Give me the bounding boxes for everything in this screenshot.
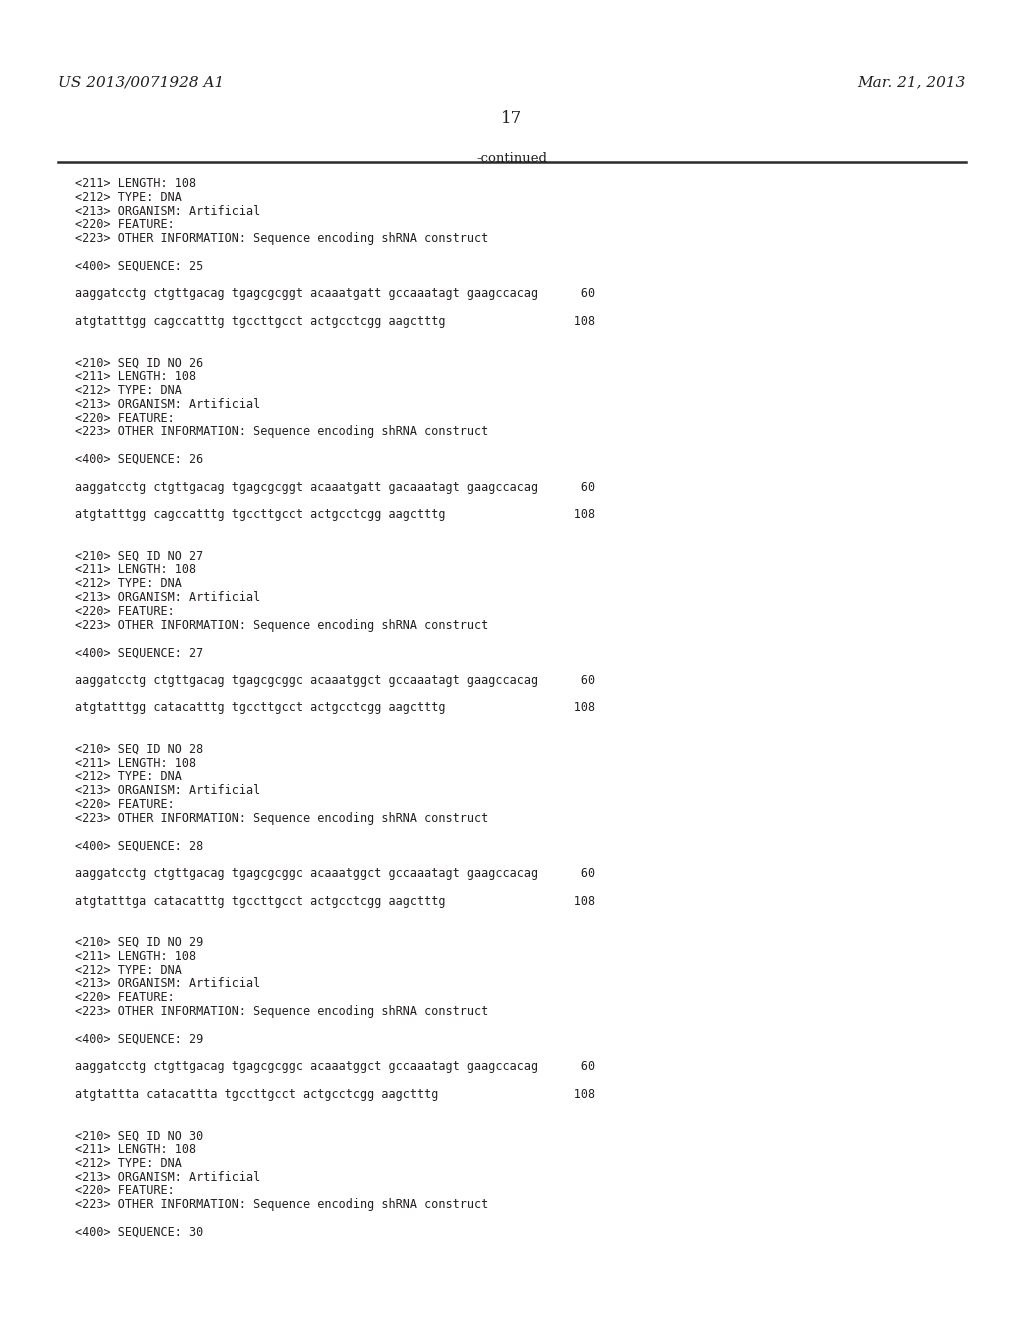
Text: <212> TYPE: DNA: <212> TYPE: DNA bbox=[75, 384, 182, 397]
Text: Mar. 21, 2013: Mar. 21, 2013 bbox=[858, 75, 966, 88]
Text: aaggatcctg ctgttgacag tgagcgcggc acaaatggct gccaaatagt gaagccacag      60: aaggatcctg ctgttgacag tgagcgcggc acaaatg… bbox=[75, 867, 595, 880]
Text: atgtatttgg cagccatttg tgccttgcct actgcctcgg aagctttg                  108: atgtatttgg cagccatttg tgccttgcct actgcct… bbox=[75, 315, 595, 327]
Text: aaggatcctg ctgttgacag tgagcgcggt acaaatgatt gacaaatagt gaagccacag      60: aaggatcctg ctgttgacag tgagcgcggt acaaatg… bbox=[75, 480, 595, 494]
Text: <211> LENGTH: 108: <211> LENGTH: 108 bbox=[75, 1143, 197, 1156]
Text: <212> TYPE: DNA: <212> TYPE: DNA bbox=[75, 577, 182, 590]
Text: <210> SEQ ID NO 29: <210> SEQ ID NO 29 bbox=[75, 936, 203, 949]
Text: atgtatttga catacatttg tgccttgcct actgcctcgg aagctttg                  108: atgtatttga catacatttg tgccttgcct actgcct… bbox=[75, 895, 595, 908]
Text: <220> FEATURE:: <220> FEATURE: bbox=[75, 218, 175, 231]
Text: <210> SEQ ID NO 27: <210> SEQ ID NO 27 bbox=[75, 549, 203, 562]
Text: 17: 17 bbox=[502, 110, 522, 127]
Text: <211> LENGTH: 108: <211> LENGTH: 108 bbox=[75, 177, 197, 190]
Text: aaggatcctg ctgttgacag tgagcgcggc acaaatggct gccaaatagt gaagccacag      60: aaggatcctg ctgttgacag tgagcgcggc acaaatg… bbox=[75, 673, 595, 686]
Text: -continued: -continued bbox=[476, 152, 548, 165]
Text: atgtatttgg catacatttg tgccttgcct actgcctcgg aagctttg                  108: atgtatttgg catacatttg tgccttgcct actgcct… bbox=[75, 701, 595, 714]
Text: <213> ORGANISM: Artificial: <213> ORGANISM: Artificial bbox=[75, 205, 260, 218]
Text: <210> SEQ ID NO 28: <210> SEQ ID NO 28 bbox=[75, 743, 203, 756]
Text: <220> FEATURE:: <220> FEATURE: bbox=[75, 605, 175, 618]
Text: <400> SEQUENCE: 28: <400> SEQUENCE: 28 bbox=[75, 840, 203, 853]
Text: <400> SEQUENCE: 25: <400> SEQUENCE: 25 bbox=[75, 260, 203, 273]
Text: <213> ORGANISM: Artificial: <213> ORGANISM: Artificial bbox=[75, 591, 260, 605]
Text: <210> SEQ ID NO 30: <210> SEQ ID NO 30 bbox=[75, 1129, 203, 1142]
Text: <220> FEATURE:: <220> FEATURE: bbox=[75, 799, 175, 810]
Text: <223> OTHER INFORMATION: Sequence encoding shRNA construct: <223> OTHER INFORMATION: Sequence encodi… bbox=[75, 425, 488, 438]
Text: <220> FEATURE:: <220> FEATURE: bbox=[75, 412, 175, 425]
Text: <213> ORGANISM: Artificial: <213> ORGANISM: Artificial bbox=[75, 1171, 260, 1184]
Text: <400> SEQUENCE: 29: <400> SEQUENCE: 29 bbox=[75, 1032, 203, 1045]
Text: atgtatttgg cagccatttg tgccttgcct actgcctcgg aagctttg                  108: atgtatttgg cagccatttg tgccttgcct actgcct… bbox=[75, 508, 595, 521]
Text: <213> ORGANISM: Artificial: <213> ORGANISM: Artificial bbox=[75, 397, 260, 411]
Text: <400> SEQUENCE: 26: <400> SEQUENCE: 26 bbox=[75, 453, 203, 466]
Text: <212> TYPE: DNA: <212> TYPE: DNA bbox=[75, 964, 182, 977]
Text: <211> LENGTH: 108: <211> LENGTH: 108 bbox=[75, 756, 197, 770]
Text: aaggatcctg ctgttgacag tgagcgcggt acaaatgatt gccaaatagt gaagccacag      60: aaggatcctg ctgttgacag tgagcgcggt acaaatg… bbox=[75, 288, 595, 301]
Text: <400> SEQUENCE: 27: <400> SEQUENCE: 27 bbox=[75, 647, 203, 659]
Text: <223> OTHER INFORMATION: Sequence encoding shRNA construct: <223> OTHER INFORMATION: Sequence encodi… bbox=[75, 619, 488, 631]
Text: <211> LENGTH: 108: <211> LENGTH: 108 bbox=[75, 950, 197, 962]
Text: <223> OTHER INFORMATION: Sequence encoding shRNA construct: <223> OTHER INFORMATION: Sequence encodi… bbox=[75, 1005, 488, 1018]
Text: <223> OTHER INFORMATION: Sequence encoding shRNA construct: <223> OTHER INFORMATION: Sequence encodi… bbox=[75, 232, 488, 246]
Text: <212> TYPE: DNA: <212> TYPE: DNA bbox=[75, 191, 182, 203]
Text: <220> FEATURE:: <220> FEATURE: bbox=[75, 1184, 175, 1197]
Text: <212> TYPE: DNA: <212> TYPE: DNA bbox=[75, 1156, 182, 1170]
Text: <211> LENGTH: 108: <211> LENGTH: 108 bbox=[75, 370, 197, 383]
Text: <223> OTHER INFORMATION: Sequence encoding shRNA construct: <223> OTHER INFORMATION: Sequence encodi… bbox=[75, 1199, 488, 1212]
Text: <210> SEQ ID NO 26: <210> SEQ ID NO 26 bbox=[75, 356, 203, 370]
Text: <213> ORGANISM: Artificial: <213> ORGANISM: Artificial bbox=[75, 977, 260, 990]
Text: <211> LENGTH: 108: <211> LENGTH: 108 bbox=[75, 564, 197, 577]
Text: <223> OTHER INFORMATION: Sequence encoding shRNA construct: <223> OTHER INFORMATION: Sequence encodi… bbox=[75, 812, 488, 825]
Text: US 2013/0071928 A1: US 2013/0071928 A1 bbox=[58, 75, 224, 88]
Text: <220> FEATURE:: <220> FEATURE: bbox=[75, 991, 175, 1005]
Text: atgtattta catacattta tgccttgcct actgcctcgg aagctttg                   108: atgtattta catacattta tgccttgcct actgcctc… bbox=[75, 1088, 595, 1101]
Text: <400> SEQUENCE: 30: <400> SEQUENCE: 30 bbox=[75, 1226, 203, 1238]
Text: aaggatcctg ctgttgacag tgagcgcggc acaaatggct gccaaatagt gaagccacag      60: aaggatcctg ctgttgacag tgagcgcggc acaaatg… bbox=[75, 1060, 595, 1073]
Text: <213> ORGANISM: Artificial: <213> ORGANISM: Artificial bbox=[75, 784, 260, 797]
Text: <212> TYPE: DNA: <212> TYPE: DNA bbox=[75, 771, 182, 783]
